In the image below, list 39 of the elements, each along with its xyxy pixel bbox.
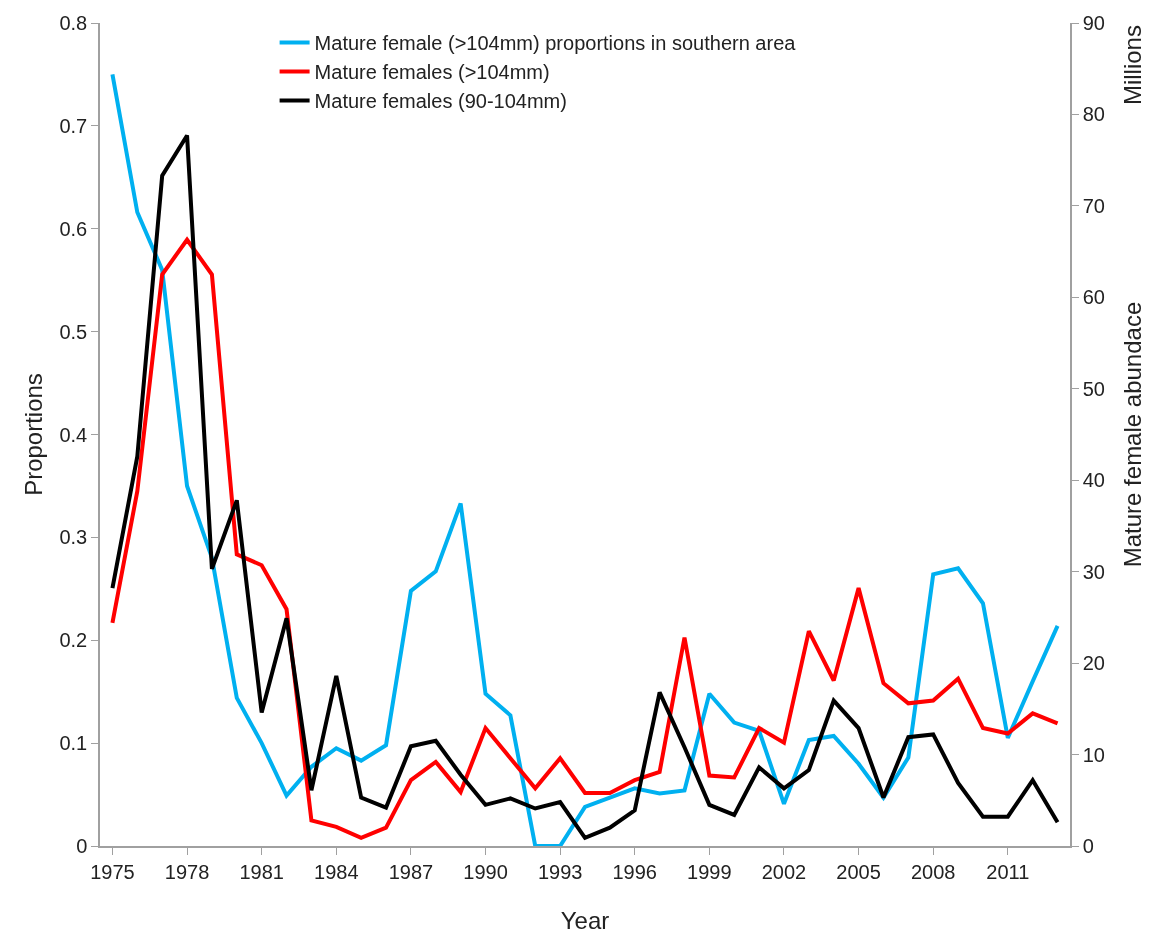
x-tick-label: 1981 [239,860,284,883]
x-tick-label: 1999 [687,860,732,883]
x-tick-label: 1975 [90,860,135,883]
y-tick-label: 0.4 [59,423,88,446]
x-tick-label: 2002 [761,860,807,883]
y-axis-title: Proportions [19,373,47,496]
x-tick-label: 1990 [463,860,508,883]
x-tick-label: 1996 [612,860,657,883]
legend-label: Mature female (>104mm) proportions in southern area [314,32,797,55]
y-tick-label: 0.6 [59,217,88,240]
y-tick-label: 0.3 [59,526,88,549]
x-tick-label: 2005 [836,860,881,883]
y2-tick-label: 70 [1082,194,1105,217]
x-tick-label: 1987 [388,860,434,883]
y2-tick-label: 30 [1082,560,1105,583]
x-axis-title: Year [560,906,610,934]
y-tick-label: 0.7 [59,114,88,137]
y2-tick-label: 80 [1082,103,1105,126]
x-tick-label: 1984 [314,860,359,883]
y2-tick-label: 0 [1082,835,1094,857]
y2-tick-label: 10 [1082,743,1105,766]
y-tick-label: 0.1 [59,732,88,755]
y-tick-label: 0.8 [59,12,88,34]
y-tick-label: 0.5 [59,320,88,343]
x-tick-label: 2011 [986,860,1030,883]
x-tick-label: 2008 [910,860,956,883]
y-tick-label: 0.2 [59,629,88,652]
y2-tick-label: 60 [1082,286,1105,309]
x-tick-label: 1993 [537,860,583,883]
y-tick-label: 0 [76,835,88,857]
y2-tick-label: 40 [1082,469,1105,492]
legend-label: Mature females (>104mm) [314,61,550,84]
legend-label: Mature females (90-104mm) [314,90,567,113]
text: Millions [1119,25,1147,106]
y2-tick-label: 50 [1082,377,1105,400]
x-tick-label: 1978 [164,860,210,883]
y2-tick-label: 20 [1082,652,1105,675]
y2-tick-label: 90 [1082,12,1105,34]
y2-axis-title: Mature female abundace [1118,301,1146,568]
